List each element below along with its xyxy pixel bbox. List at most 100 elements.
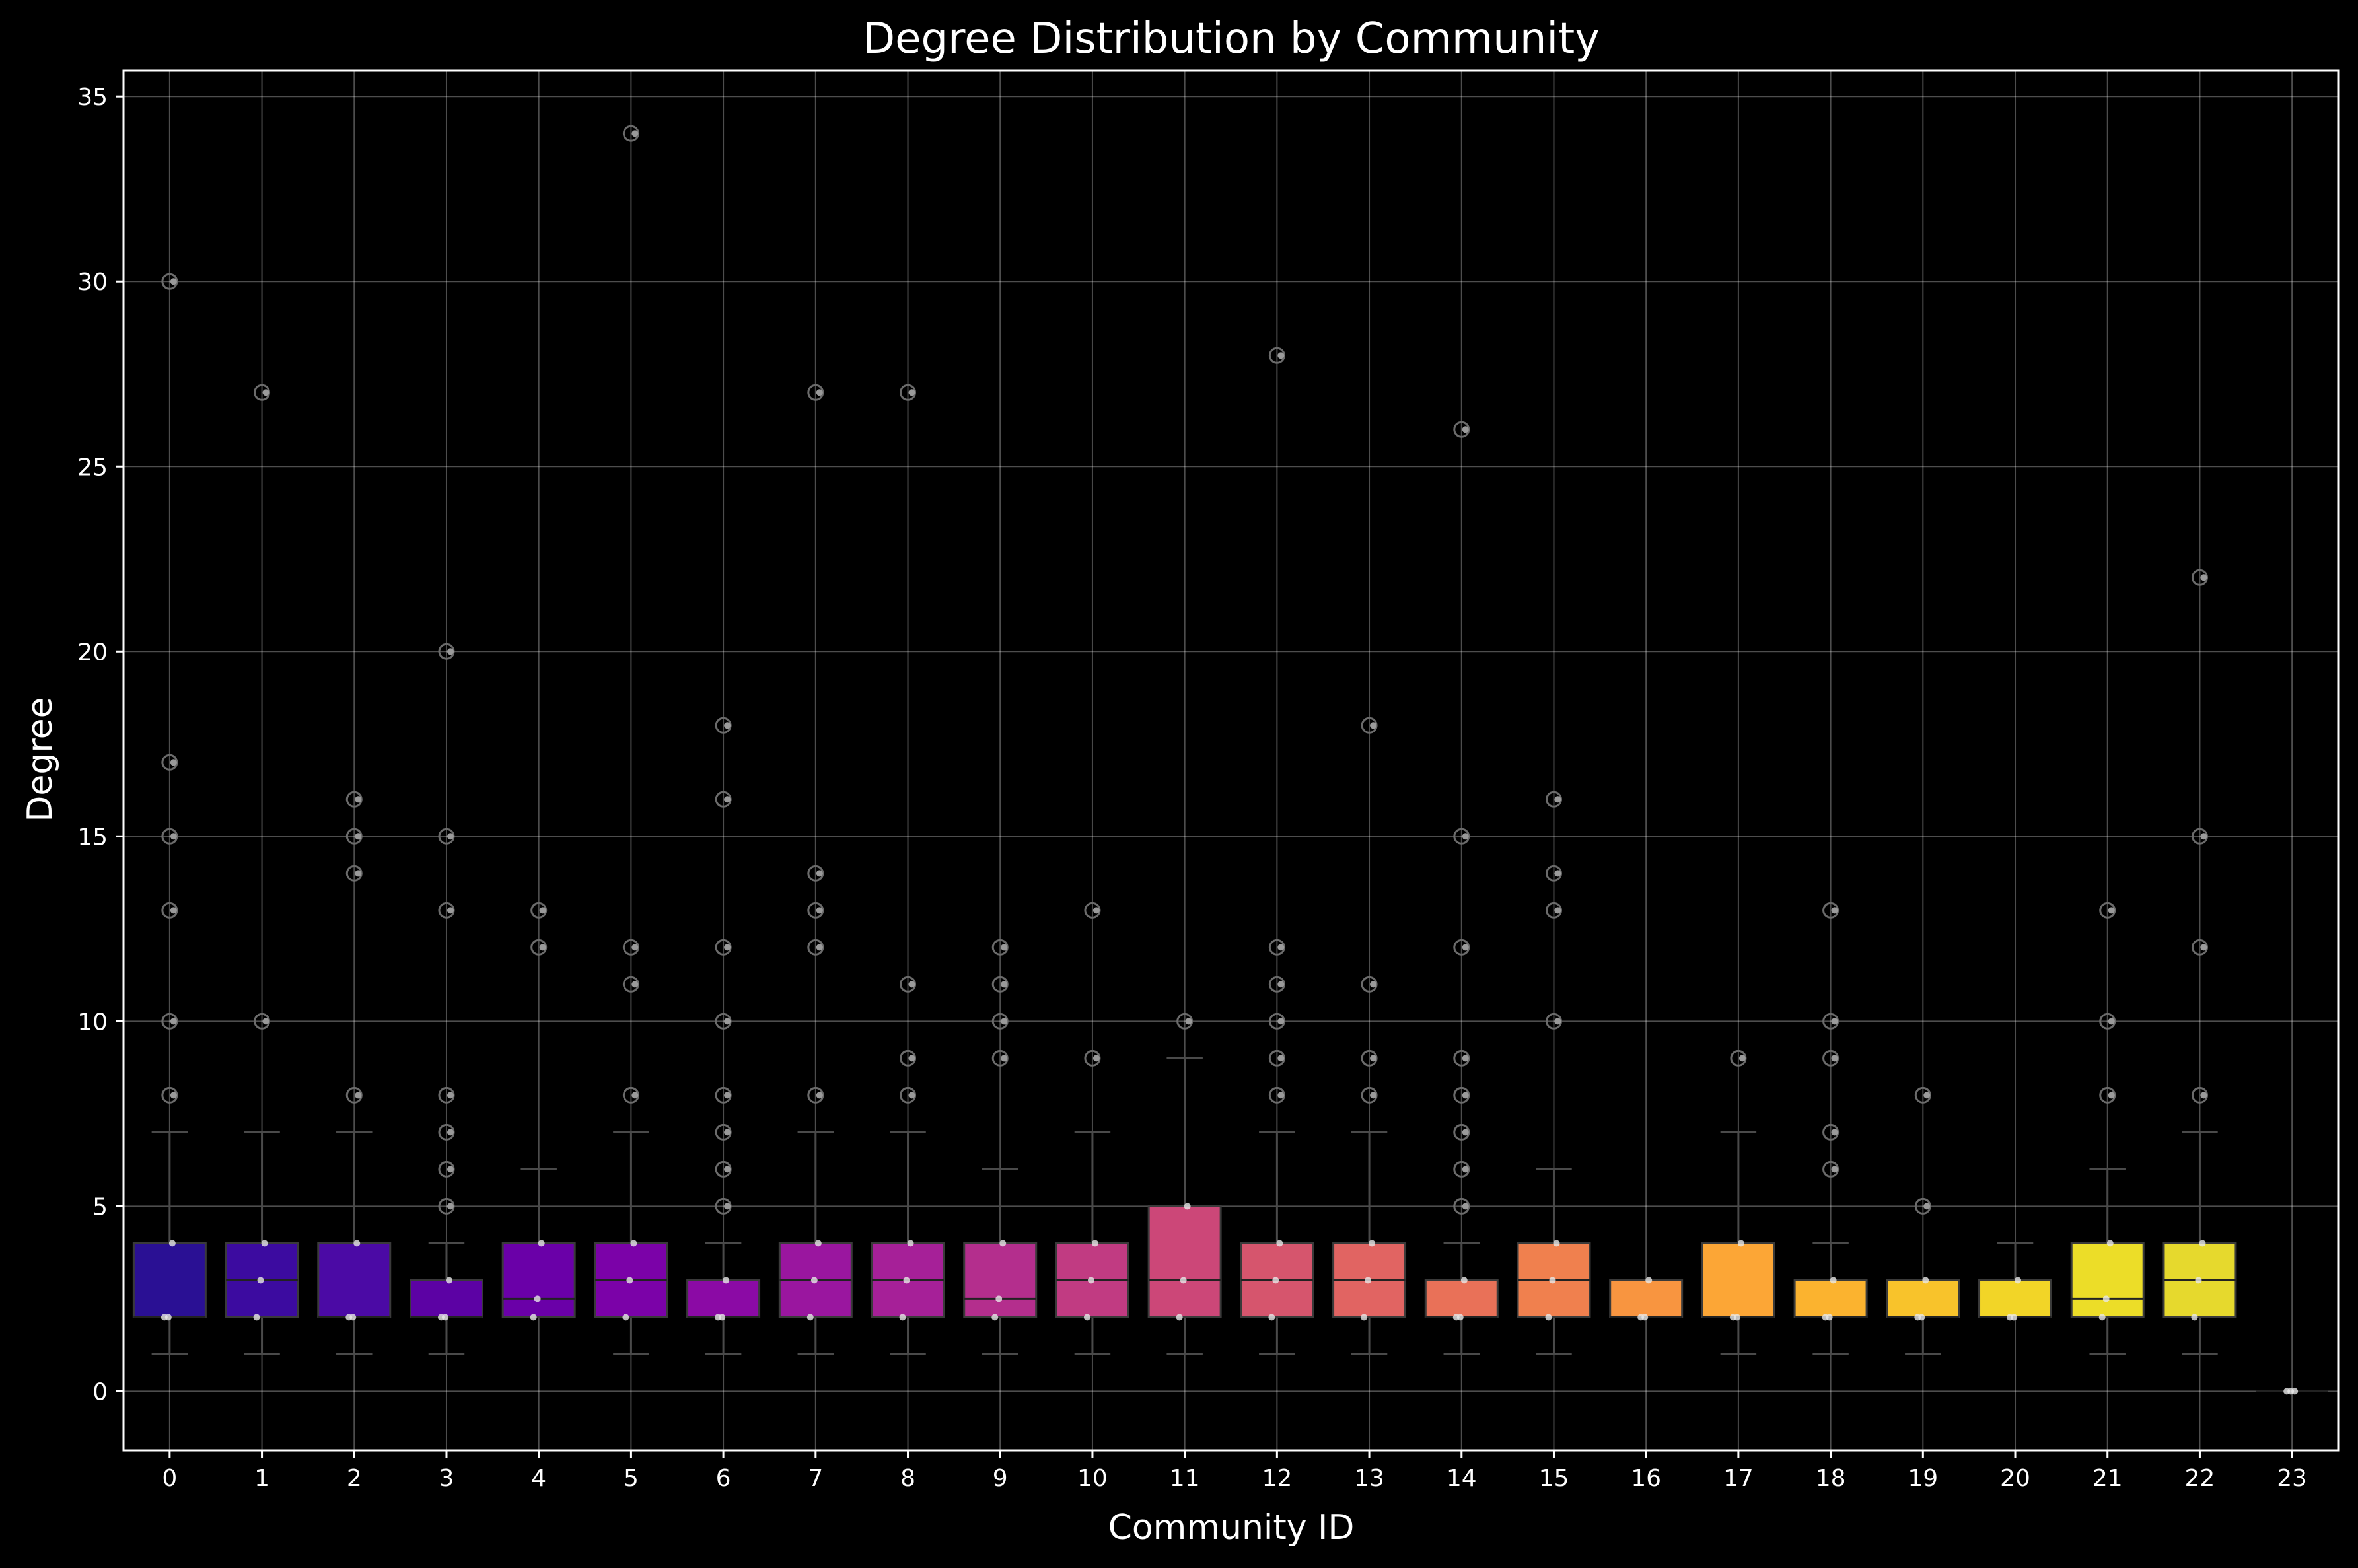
strip-point xyxy=(355,870,362,877)
x-tick-label: 20 xyxy=(2000,1465,2030,1492)
strip-point xyxy=(1462,944,1469,951)
strip-point xyxy=(170,759,177,766)
box-iqr xyxy=(409,1279,483,1318)
strip-point xyxy=(631,944,639,951)
strip-point xyxy=(2108,1092,2115,1099)
community-box-9 xyxy=(963,939,1038,1355)
community-box-5 xyxy=(594,125,668,1355)
strip-point xyxy=(903,1277,910,1284)
strip-point xyxy=(1545,1314,1552,1321)
x-tick-label: 11 xyxy=(1170,1465,1200,1492)
strip-point xyxy=(1001,981,1008,988)
strip-point xyxy=(262,1018,269,1025)
strip-point xyxy=(447,1129,454,1136)
y-tick-label: 30 xyxy=(77,269,108,296)
strip-point xyxy=(724,1203,731,1210)
strip-point xyxy=(1462,833,1469,840)
strip-point xyxy=(1554,1018,1561,1025)
strip-point xyxy=(539,907,546,914)
strip-point xyxy=(253,1314,260,1321)
strip-point xyxy=(2102,1295,2110,1302)
strip-point xyxy=(810,1277,818,1284)
strip-point xyxy=(164,1314,172,1321)
x-tick-label: 7 xyxy=(808,1465,823,1492)
y-tick-label: 5 xyxy=(92,1194,108,1221)
community-box-12 xyxy=(1240,347,1314,1355)
box-iqr xyxy=(132,1242,207,1318)
strip-point xyxy=(1185,1018,1192,1025)
x-tick-label: 9 xyxy=(993,1465,1008,1492)
community-box-22 xyxy=(2162,569,2237,1355)
strip-point xyxy=(723,1277,730,1284)
strip-point xyxy=(1365,1277,1372,1284)
strip-point xyxy=(1370,1055,1377,1062)
strip-point xyxy=(908,1092,915,1099)
community-box-17 xyxy=(1701,1050,1775,1355)
box-iqr xyxy=(317,1242,392,1318)
strip-point xyxy=(2200,833,2207,840)
strip-point xyxy=(1554,796,1561,803)
community-box-20 xyxy=(1978,1242,2053,1321)
strip-point xyxy=(1462,1092,1469,1099)
community-box-19 xyxy=(1886,1087,1960,1355)
strip-point xyxy=(816,944,823,951)
strip-point xyxy=(631,130,639,137)
strip-point xyxy=(1001,1018,1008,1025)
community-box-1 xyxy=(225,384,299,1355)
community-box-16 xyxy=(1609,1277,1684,1321)
strip-point xyxy=(2195,1277,2202,1284)
box-iqr xyxy=(1609,1279,1684,1318)
strip-point xyxy=(1737,1240,1744,1247)
strip-point xyxy=(170,278,177,285)
y-tick-label: 10 xyxy=(77,1009,108,1036)
strip-point xyxy=(1091,1240,1098,1247)
strip-point xyxy=(1830,1277,1837,1284)
strip-point xyxy=(353,1240,361,1247)
strip-point xyxy=(2011,1314,2018,1321)
strip-point xyxy=(806,1314,814,1321)
strip-point xyxy=(1456,1314,1464,1321)
community-box-3 xyxy=(409,643,483,1355)
strip-point xyxy=(539,944,546,951)
x-tick-label: 2 xyxy=(347,1465,362,1492)
strip-point xyxy=(630,1240,637,1247)
box-iqr xyxy=(1147,1205,1222,1318)
strip-point xyxy=(355,833,362,840)
strip-point xyxy=(1922,1277,1929,1284)
strip-point xyxy=(2108,907,2115,914)
strip-point xyxy=(447,1092,454,1099)
strip-point xyxy=(1087,1277,1094,1284)
x-tick-label: 4 xyxy=(531,1465,546,1492)
strip-point xyxy=(1176,1314,1183,1321)
strip-point xyxy=(816,870,823,877)
strip-point xyxy=(816,1092,823,1099)
strip-point xyxy=(1831,1055,1838,1062)
box-series xyxy=(132,125,2328,1395)
x-tick-label: 16 xyxy=(1631,1465,1661,1492)
strip-point xyxy=(1462,1055,1469,1062)
strip-point xyxy=(908,389,915,396)
strip-point xyxy=(1369,1240,1376,1247)
strip-point xyxy=(2191,1314,2198,1321)
strip-point xyxy=(814,1240,822,1247)
strip-point xyxy=(1370,981,1377,988)
community-box-14 xyxy=(1424,421,1499,1355)
strip-point xyxy=(1462,1129,1469,1136)
y-tick-label: 25 xyxy=(77,454,108,481)
strip-point xyxy=(447,1203,454,1210)
x-tick-label: 3 xyxy=(439,1465,454,1492)
strip-point xyxy=(724,1018,731,1025)
box-iqr xyxy=(1701,1242,1775,1318)
strip-point xyxy=(724,1092,731,1099)
strip-point xyxy=(170,1018,177,1025)
strip-point xyxy=(631,1092,639,1099)
strip-point xyxy=(816,389,823,396)
x-tick-label: 23 xyxy=(2277,1465,2307,1492)
strip-point xyxy=(257,1277,264,1284)
strip-point xyxy=(2200,944,2207,951)
strip-point xyxy=(1738,1055,1746,1062)
y-tick-label: 20 xyxy=(77,639,108,666)
strip-point xyxy=(447,1166,454,1173)
strip-point xyxy=(1277,944,1285,951)
x-tick-label: 14 xyxy=(1447,1465,1477,1492)
